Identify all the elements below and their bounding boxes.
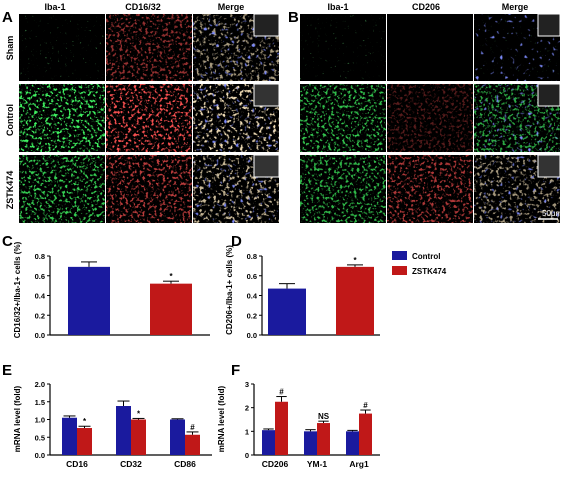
inset-a-zstk474 — [253, 154, 280, 178]
bar-f-control-1 — [304, 431, 317, 455]
bar-e-zstk474-1 — [131, 419, 146, 455]
bar-f-zstk474-1 — [317, 423, 330, 455]
significance-c-0: * — [169, 272, 173, 281]
panel-letter-f: F — [231, 362, 240, 379]
panel-letter-a: A — [2, 9, 13, 26]
bar-e-control-1 — [116, 406, 131, 455]
chart-d: 0.0 0.2 0.4 0.6 0.8 CD206+/Iba-1+ cells (%) * — [225, 245, 380, 340]
inset-b-zstk474 — [537, 154, 561, 178]
significance-e-1: * — [137, 409, 141, 418]
y-tick-label-c-3: 0.6 — [35, 272, 45, 281]
y-tick-label-c-2: 0.4 — [35, 292, 46, 301]
y-axis-label-d: CD206+/Iba-1+ cells (%) — [225, 245, 234, 335]
panel-a-micrographs — [19, 13, 280, 223]
y-tick-label-c-1: 0.2 — [35, 311, 45, 320]
bar-f-control-2 — [346, 431, 359, 455]
legend: Control ZSTK474 — [392, 251, 447, 276]
panel-b-micrographs: 50μm — [300, 13, 563, 223]
y-axis-label-c: CD16/32+/Iba-1+ cells (%) — [13, 241, 22, 338]
y-tick-label-c-0: 0.0 — [35, 331, 45, 340]
inset-a-sham — [253, 13, 280, 37]
y-tick-label-d-0: 0.0 — [247, 331, 257, 340]
y-tick-label-e-4: 2.0 — [35, 380, 45, 389]
bar-e-control-0 — [62, 417, 77, 455]
bar-f-control-0 — [262, 430, 275, 455]
panel-letter-d: D — [231, 233, 242, 250]
y-tick-label-e-3: 1.5 — [35, 398, 45, 407]
y-tick-label-d-2: 0.4 — [247, 292, 258, 301]
panel-b-col-merge: Merge — [502, 2, 529, 12]
bar-e-control-2 — [170, 419, 185, 455]
panel-a-col-cd1632: CD16/32 — [125, 2, 161, 12]
panel-a-row-sham: Sham — [5, 36, 15, 61]
significance-d-0: * — [353, 256, 357, 265]
x-tick-label-f-1: YM-1 — [307, 459, 328, 469]
bar-d-zstk474-0 — [336, 266, 374, 335]
x-tick-label-e-1: CD32 — [120, 459, 142, 469]
x-tick-label-e-2: CD86 — [174, 459, 196, 469]
legend-swatch-control — [392, 251, 407, 260]
y-tick-label-d-3: 0.6 — [247, 272, 257, 281]
inset-a-control — [253, 83, 280, 107]
bar-d-control-0 — [268, 288, 306, 335]
legend-label-zstk474: ZSTK474 — [412, 267, 447, 276]
panel-b-col-cd206: CD206 — [412, 2, 440, 12]
x-tick-label-e-0: CD16 — [66, 459, 88, 469]
bar-c-zstk474-0 — [150, 283, 192, 335]
y-axis-label-f: mRNA level (fold) — [217, 385, 226, 452]
chart-c: 0.0 0.2 0.4 0.6 0.8 CD16/32+/Iba-1+ cells (%)… — [13, 241, 210, 340]
bar-f-zstk474-2 — [359, 413, 372, 455]
significance-f-2: # — [363, 401, 368, 410]
panel-a-row-zstk474: ZSTK474 — [5, 171, 15, 210]
inset-b-control — [537, 83, 561, 107]
bar-c-control-0 — [68, 266, 110, 335]
bar-e-zstk474-0 — [77, 428, 92, 455]
panel-letter-e: E — [2, 362, 12, 379]
y-tick-label-f-3: 3 — [245, 380, 249, 389]
significance-e-0: * — [83, 417, 87, 426]
y-axis-label-e: mRNA level (fold) — [13, 385, 22, 452]
y-tick-label-f-1: 1 — [245, 427, 249, 436]
y-tick-label-d-4: 0.8 — [247, 252, 257, 261]
y-tick-label-f-2: 2 — [245, 404, 249, 413]
scale-bar-label: 50μm — [542, 209, 563, 218]
chart-e: 0.0 0.5 1.0 1.5 2.0 mRNA level (fold) CD16 CD32… — [13, 380, 212, 469]
panel-a-col-iba1: Iba-1 — [44, 2, 65, 12]
legend-label-control: Control — [412, 252, 440, 261]
panel-letter-c: C — [2, 233, 13, 250]
x-tick-label-f-2: Arg1 — [349, 459, 369, 469]
panel-a-row-control: Control — [5, 104, 15, 136]
y-tick-label-e-0: 0.0 — [35, 451, 45, 460]
y-tick-label-e-2: 1.0 — [35, 416, 45, 425]
bar-e-zstk474-2 — [185, 434, 200, 455]
significance-f-0: # — [279, 388, 284, 397]
significance-e-2: # — [190, 423, 195, 432]
micrograph-b-sham-cd206 — [387, 14, 473, 81]
panel-a-col-merge: Merge — [218, 2, 245, 12]
panel-b-col-iba1: Iba-1 — [327, 2, 348, 12]
inset-b-sham — [537, 13, 561, 37]
x-tick-label-f-0: CD206 — [262, 459, 289, 469]
y-tick-label-d-1: 0.2 — [247, 311, 257, 320]
y-tick-label-e-1: 0.5 — [35, 433, 45, 442]
chart-f: 0 1 2 3 mRNA level (fold) CD206 YM-1 Arg1 # NS # — [217, 380, 380, 469]
significance-f-1: NS — [318, 412, 330, 421]
y-tick-label-c-4: 0.8 — [35, 252, 45, 261]
y-tick-label-f-0: 0 — [245, 451, 249, 460]
bar-f-zstk474-0 — [275, 401, 288, 455]
legend-swatch-zstk474 — [392, 266, 407, 275]
panel-letter-b: B — [288, 9, 299, 26]
